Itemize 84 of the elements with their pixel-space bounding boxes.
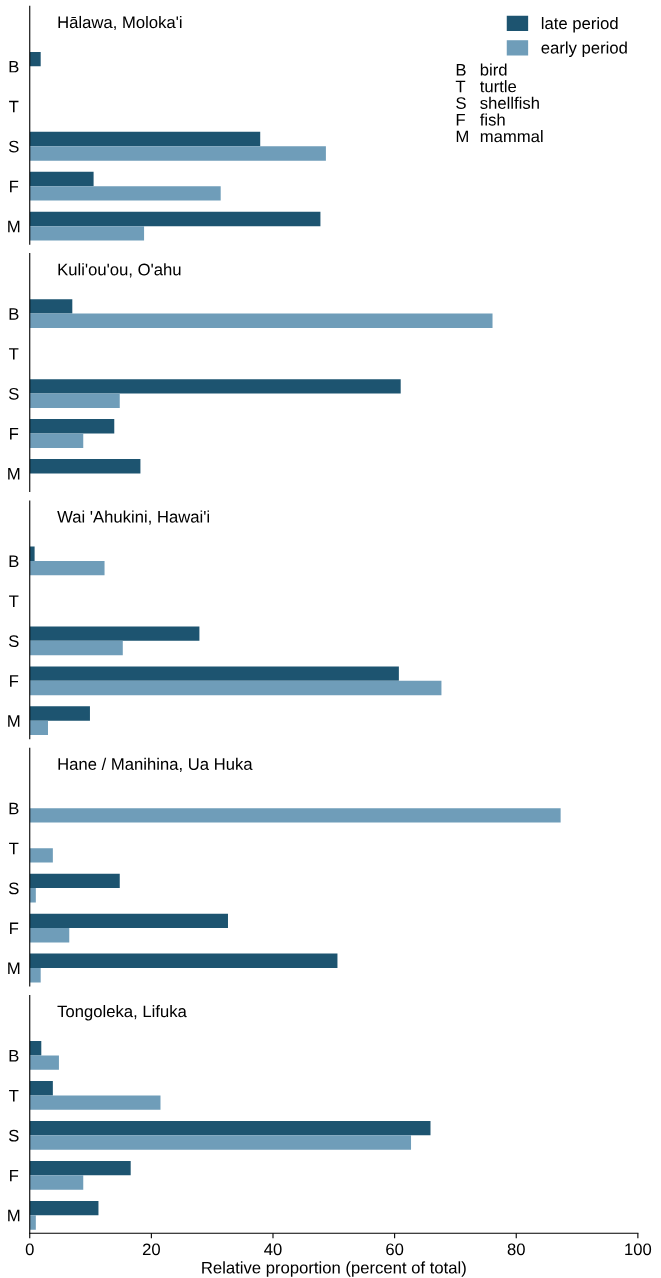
annotation: M mammal xyxy=(456,130,543,143)
bar xyxy=(29,706,90,721)
y-tick-label: M xyxy=(8,715,20,727)
bar xyxy=(29,720,48,736)
bar xyxy=(29,968,41,983)
bar xyxy=(29,226,145,241)
bar xyxy=(29,953,338,969)
bar xyxy=(29,1175,84,1190)
x-tick-label: 80 xyxy=(507,1243,525,1256)
bar xyxy=(29,1081,53,1096)
bar xyxy=(29,433,84,448)
annotation: T turtle xyxy=(455,80,517,93)
x-axis-title: Relative proportion (percent of total) xyxy=(202,1261,466,1277)
y-tick-label: F xyxy=(10,428,19,440)
bar xyxy=(29,299,73,314)
bar xyxy=(29,873,120,889)
y-tick-label: F xyxy=(10,675,19,687)
bar xyxy=(29,1215,36,1230)
legend-label: late period xyxy=(541,16,618,33)
bar xyxy=(29,1120,431,1136)
legend-label: early period xyxy=(541,41,627,57)
chart-title: Hālawa, Moloka'i xyxy=(58,15,182,31)
y-tick-label: B xyxy=(9,1050,19,1062)
y-tick-label: B xyxy=(9,802,19,815)
x-tick-label: 60 xyxy=(386,1243,404,1256)
bar xyxy=(29,186,221,201)
bar xyxy=(29,313,493,328)
bar xyxy=(29,560,105,576)
bar xyxy=(29,808,561,823)
bar xyxy=(29,51,41,67)
bar xyxy=(29,1135,412,1150)
y-tick-label: B xyxy=(9,555,19,567)
y-tick-label: F xyxy=(10,922,19,935)
x-tick-label: 0 xyxy=(25,1243,34,1256)
bar xyxy=(29,379,401,394)
bar xyxy=(29,393,120,408)
bar xyxy=(29,928,70,943)
bar xyxy=(29,546,35,561)
y-tick-label: M xyxy=(8,468,20,480)
y-tick-label: S xyxy=(8,387,19,400)
chart-title: Kuli'ou'ou, O'ahu xyxy=(58,263,181,278)
chart-title: Wai 'Ahukini, Hawai'i xyxy=(57,510,209,525)
y-tick-label: T xyxy=(9,842,19,855)
y-tick-label: S xyxy=(8,882,19,895)
y-tick-label: M xyxy=(8,962,20,975)
bar xyxy=(29,640,123,656)
bar xyxy=(29,848,53,863)
bar xyxy=(29,666,399,681)
bar xyxy=(29,913,228,929)
x-tick-label: 100 xyxy=(625,1243,652,1256)
y-tick-label: S xyxy=(8,1129,19,1142)
y-tick-label: F xyxy=(10,180,19,193)
y-tick-label: B xyxy=(9,60,19,73)
bar xyxy=(29,1200,99,1216)
y-tick-label: S xyxy=(8,140,19,153)
y-tick-label: T xyxy=(9,595,19,607)
y-tick-label: M xyxy=(8,1209,20,1222)
y-tick-label: S xyxy=(8,635,19,648)
bar xyxy=(29,131,261,147)
chart-title: Tongoleka, Lifuka xyxy=(57,1005,187,1021)
bar xyxy=(29,626,200,641)
bar xyxy=(29,888,36,903)
bar xyxy=(29,211,321,227)
bar xyxy=(29,1095,161,1110)
bar xyxy=(29,146,326,161)
bar xyxy=(29,1041,42,1056)
annotation: S shellfish xyxy=(456,96,539,109)
bar xyxy=(29,1055,59,1070)
y-tick-label: F xyxy=(10,1169,19,1182)
bar xyxy=(29,680,442,696)
y-tick-label: M xyxy=(8,220,20,233)
bar xyxy=(29,1160,131,1176)
y-tick-label: T xyxy=(9,100,19,113)
annotation: B bird xyxy=(456,63,507,76)
x-tick-label: 20 xyxy=(142,1243,160,1256)
bar xyxy=(29,459,141,474)
x-tick-label: 40 xyxy=(264,1243,282,1256)
bar xyxy=(29,171,94,187)
y-tick-label: T xyxy=(9,1089,19,1102)
y-tick-label: T xyxy=(9,348,19,360)
bar xyxy=(29,419,115,434)
chart-title: Hane / Manihina, Ua Huka xyxy=(58,757,253,772)
y-tick-label: B xyxy=(9,308,19,320)
annotation: F fish xyxy=(456,113,505,126)
